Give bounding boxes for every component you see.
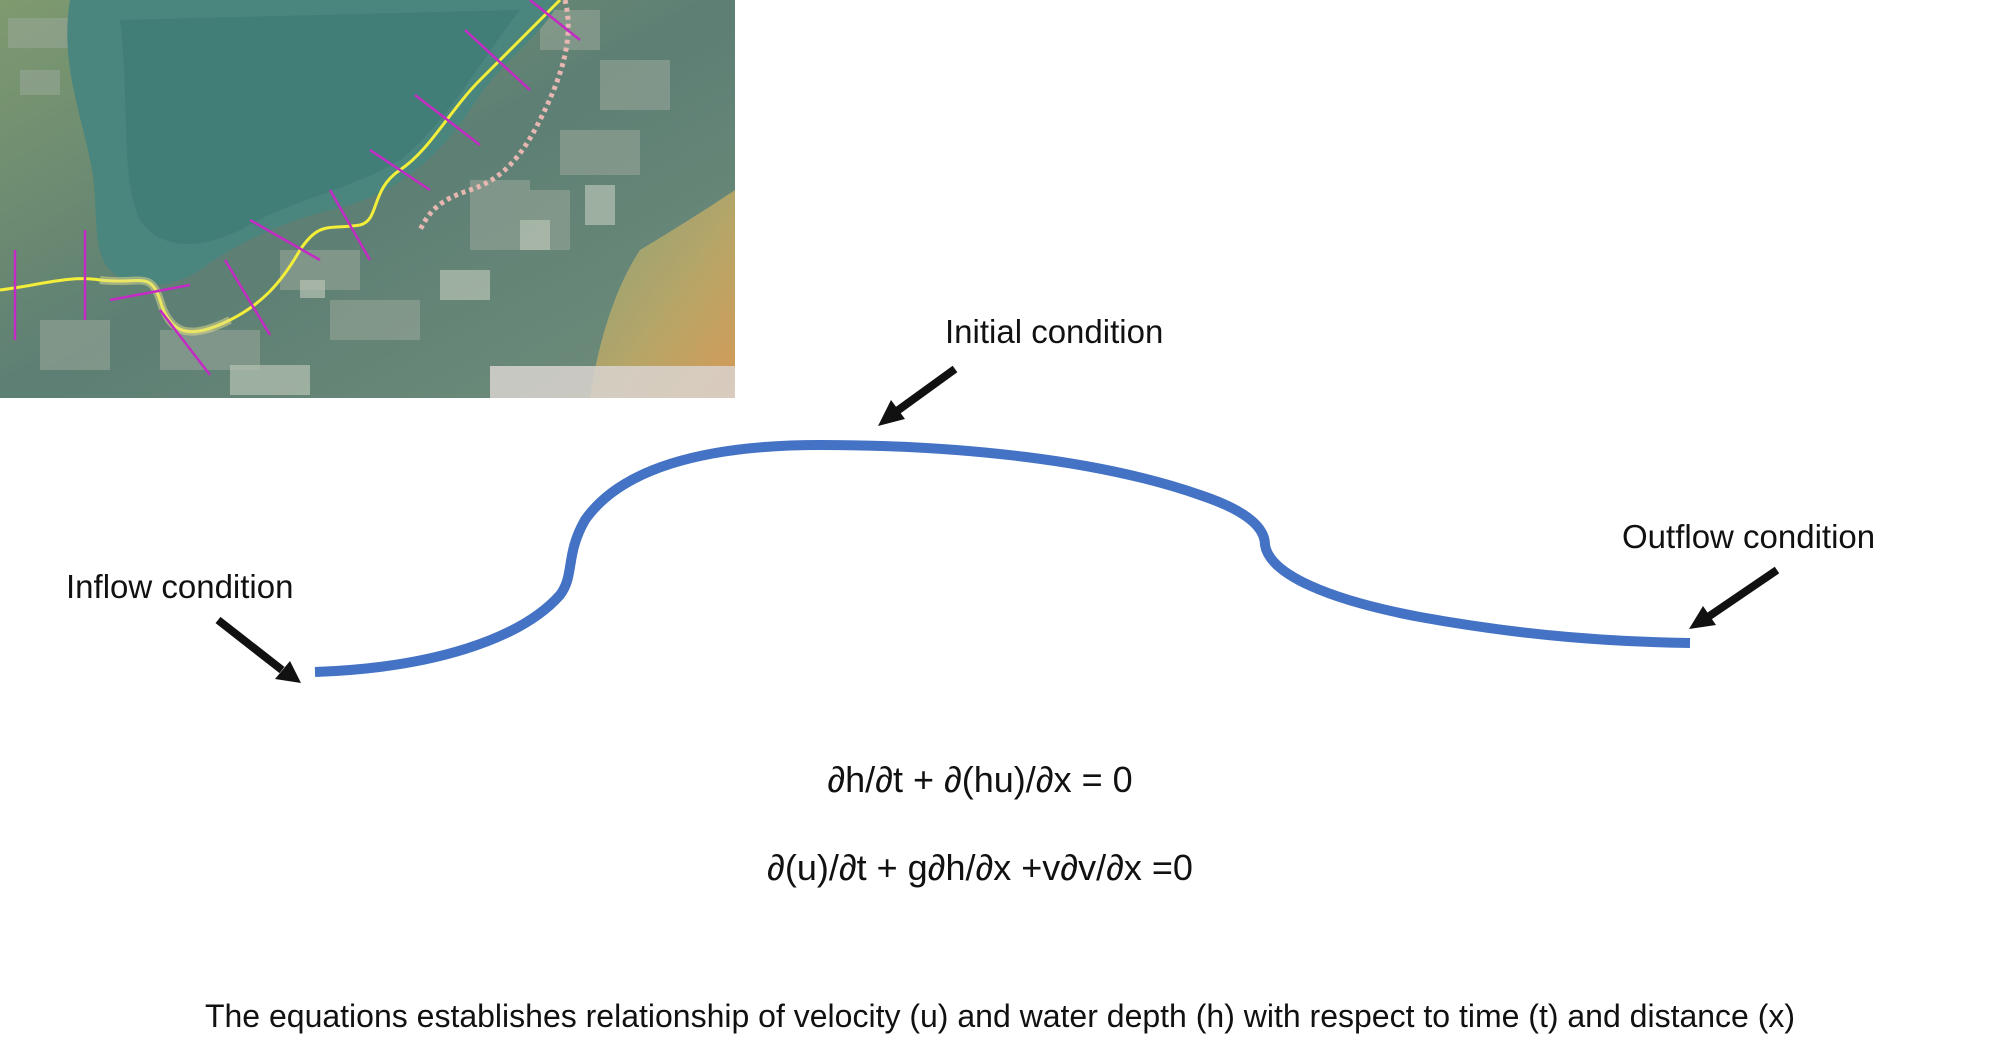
momentum-equation: ∂(u)/∂t + g∂h/∂x +v∂v/∂x =0 <box>0 850 1980 886</box>
initial-arrow-icon <box>878 369 955 426</box>
continuity-equation: ∂h/∂t + ∂(hu)/∂x = 0 <box>0 762 1980 798</box>
inflow-condition-label: Inflow condition <box>66 570 293 603</box>
initial-condition-label: Initial condition <box>945 315 1163 348</box>
river-curve <box>315 445 1690 672</box>
outflow-condition-label: Outflow condition <box>1622 520 1875 553</box>
diagram-caption: The equations establishes relationship o… <box>0 1000 2000 1032</box>
outflow-arrow-icon <box>1689 570 1777 629</box>
inflow-arrow-icon <box>218 620 301 683</box>
